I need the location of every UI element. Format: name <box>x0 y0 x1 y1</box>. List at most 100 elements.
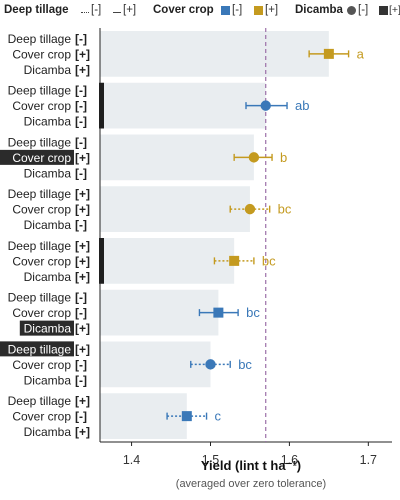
factor-level-3-2: [+] <box>75 151 90 165</box>
significance-letter-6: bc <box>246 305 260 320</box>
factor-level-5-3: [+] <box>75 270 90 284</box>
factor-label-6-1: Deep tillage <box>8 291 72 305</box>
x-tick-label-1.4: 1.4 <box>123 453 140 467</box>
legend-cover-crop-off: [-] <box>232 4 243 16</box>
yield-bar-8 <box>100 393 187 439</box>
x-axis-label: Yield (lint t ha⁻¹) <box>201 458 301 473</box>
factor-label-7-3: Dicamba <box>24 373 72 387</box>
factor-label-2-2: Cover crop <box>12 99 71 113</box>
legend-deep-tillage-label: Deep tillage <box>4 4 69 16</box>
factor-level-3-3: [-] <box>75 166 87 180</box>
factor-level-2-2: [-] <box>75 99 87 113</box>
factor-level-4-2: [+] <box>75 203 90 217</box>
legend-dicamba-label: Dicamba <box>295 4 343 16</box>
factor-label-8-1: Deep tillage <box>8 394 72 408</box>
legend-blue-square-icon <box>221 6 230 15</box>
factor-label-3-2: Cover crop <box>12 151 71 165</box>
factor-label-8-2: Cover crop <box>12 410 71 424</box>
factor-label-2-3: Dicamba <box>24 115 72 129</box>
factor-label-4-2: Cover crop <box>12 203 71 217</box>
point-marker-3 <box>248 152 260 163</box>
factor-label-1-2: Cover crop <box>12 47 71 61</box>
factor-level-8-1: [+] <box>75 394 90 408</box>
yield-bar-5 <box>100 238 235 284</box>
legend-gold-square-icon <box>254 6 263 15</box>
highlight-box-6 <box>19 320 74 336</box>
factor-level-3-1: [-] <box>75 135 87 149</box>
factor-label-6-3: Dicamba <box>24 322 72 336</box>
point-marker-1 <box>323 48 334 59</box>
factor-level-5-1: [+] <box>75 239 90 253</box>
factor-level-5-2: [+] <box>75 254 90 268</box>
factor-level-4-1: [+] <box>75 187 90 201</box>
factor-label-8-3: Dicamba <box>24 425 72 439</box>
factor-level-6-1: [-] <box>75 291 87 305</box>
yield-bar-4 <box>100 186 250 232</box>
factor-level-7-1: [+] <box>75 342 90 356</box>
x-tick-label-1.5: 1.5 <box>202 453 219 467</box>
significance-letter-4: bc <box>278 202 292 217</box>
legend-circle-icon <box>347 6 356 15</box>
legend-dotted-line-icon <box>81 12 89 13</box>
point-marker-2 <box>260 100 271 111</box>
factor-label-6-2: Cover crop <box>12 306 71 320</box>
factor-label-5-2: Cover crop <box>12 254 71 268</box>
legend-cover-crop-on: [+] <box>265 4 279 16</box>
factor-level-1-2: [+] <box>75 47 90 61</box>
factor-level-4-3: [-] <box>75 218 87 232</box>
point-marker-5 <box>229 255 240 266</box>
legend-dicamba-on: [+] <box>389 4 400 16</box>
factor-level-2-3: [-] <box>75 115 87 129</box>
x-axis-sublabel: (averaged over zero tolerance) <box>176 478 326 490</box>
factor-level-7-2: [-] <box>75 358 87 372</box>
factor-label-1-1: Deep tillage <box>8 32 72 46</box>
significance-letter-2: ab <box>295 98 309 113</box>
point-marker-7 <box>205 359 216 370</box>
factor-label-1-3: Dicamba <box>24 63 72 77</box>
factor-label-2-1: Deep tillage <box>8 84 72 98</box>
factor-label-3-1: Deep tillage <box>8 135 72 149</box>
yield-bar-7 <box>100 341 211 388</box>
factor-level-7-3: [-] <box>75 373 87 387</box>
yield-bar-1 <box>100 31 329 77</box>
highlight-box-3 <box>0 149 74 165</box>
legend-cover-crop-label: Cover crop <box>153 4 214 16</box>
x-tick-label-1.7: 1.7 <box>360 453 377 467</box>
legend-deep-tillage-off: [-] <box>91 4 102 16</box>
significance-letter-8: c <box>215 409 222 424</box>
significance-letter-7: bc <box>238 357 252 372</box>
factor-label-5-3: Dicamba <box>24 270 72 284</box>
yield-bar-2 <box>100 82 266 129</box>
x-tick-label-1.6: 1.6 <box>281 453 298 467</box>
significance-letter-5: bc <box>262 253 276 268</box>
point-marker-8 <box>181 411 192 422</box>
factor-level-1-3: [+] <box>75 63 90 77</box>
factor-label-3-3: Dicamba <box>24 166 72 180</box>
chart-legend: Deep tillage [-] [+] Cover crop [-] [+] … <box>0 2 400 20</box>
legend-solid-line-icon <box>113 12 121 13</box>
significance-letter-1: a <box>357 46 365 61</box>
factor-label-5-1: Deep tillage <box>8 239 72 253</box>
factor-level-6-3: [+] <box>75 322 90 336</box>
factor-level-1-1: [-] <box>75 32 87 46</box>
factor-label-4-3: Dicamba <box>24 218 72 232</box>
point-marker-6 <box>213 307 224 318</box>
dicamba-side-bar-2 <box>99 82 104 129</box>
factor-level-6-2: [-] <box>75 306 87 320</box>
point-marker-4 <box>244 203 256 215</box>
yield-bar-3 <box>100 134 254 181</box>
legend-deep-tillage-on: [+] <box>123 4 137 16</box>
factor-label-4-1: Deep tillage <box>8 187 72 201</box>
yield-bar-6 <box>100 289 219 336</box>
significance-letter-3: b <box>280 150 287 165</box>
highlight-box-7 <box>0 341 74 357</box>
legend-dicamba-off: [-] <box>358 4 369 16</box>
dicamba-side-bar-5 <box>99 238 104 284</box>
legend-black-square-icon <box>379 6 388 15</box>
factor-level-2-1: [-] <box>75 84 87 98</box>
factor-label-7-2: Cover crop <box>12 358 71 372</box>
factor-level-8-3: [+] <box>75 425 90 439</box>
factor-level-8-2: [-] <box>75 410 87 424</box>
factor-label-7-1: Deep tillage <box>8 342 72 356</box>
